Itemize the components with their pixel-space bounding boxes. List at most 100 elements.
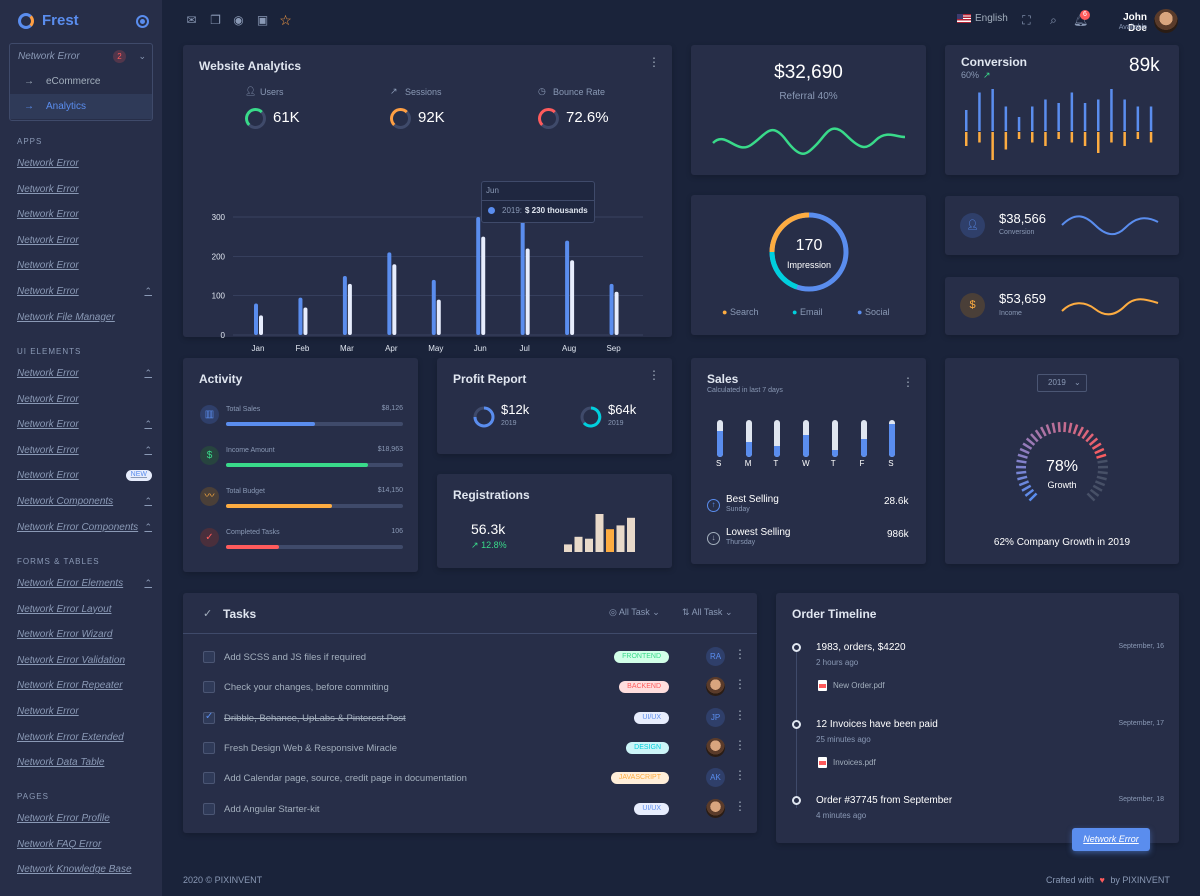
arrow-right-icon: → bbox=[24, 76, 34, 87]
sidebar-item[interactable]: Network Error ⌃ bbox=[17, 286, 152, 297]
task-checkbox[interactable] bbox=[203, 651, 215, 663]
task-checkbox[interactable] bbox=[203, 681, 215, 694]
sidebar-item-label: eCommerce bbox=[46, 76, 101, 87]
calendar-icon[interactable]: ▣ bbox=[256, 13, 269, 27]
star-icon[interactable]: ☆ bbox=[279, 12, 292, 28]
more-vertical-icon[interactable]: ⋮ bbox=[734, 707, 746, 722]
timeline-file[interactable]: Invoices.pdf bbox=[833, 757, 876, 767]
activity-progress-fill bbox=[226, 545, 280, 549]
sidebar-item[interactable]: Network Error NEW bbox=[17, 470, 152, 482]
stat-label: Sessions bbox=[405, 87, 442, 97]
sidebar-item[interactable]: Network File Manager bbox=[17, 312, 152, 323]
more-vertical-icon[interactable]: ⋮ bbox=[734, 798, 746, 813]
task-checkbox[interactable] bbox=[203, 802, 215, 815]
more-vertical-icon[interactable]: ⋮ bbox=[734, 647, 746, 661]
mail-icon[interactable]: ✉ bbox=[186, 13, 197, 27]
sidebar-item[interactable]: Network Error Wizard bbox=[17, 629, 152, 640]
card-title: Profit Report bbox=[453, 372, 527, 386]
menu-toggle-icon[interactable] bbox=[136, 15, 149, 28]
sidebar-item[interactable]: Network Error bbox=[17, 184, 152, 195]
language-selector[interactable]: English bbox=[957, 13, 1008, 24]
more-vertical-icon[interactable]: ⋮ bbox=[902, 375, 914, 389]
gauge-tick bbox=[1063, 422, 1067, 433]
brand[interactable]: Frest bbox=[18, 12, 79, 29]
activity-label: Total Budget bbox=[226, 488, 265, 495]
timeline-file[interactable]: New Order.pdf bbox=[833, 681, 885, 690]
registration-bar bbox=[616, 525, 625, 552]
sidebar-item[interactable]: Network Error ⌃ bbox=[17, 368, 152, 379]
topbar: ✉ ❐ ◉ ▣ ☆ English ⛶ ⌕ 🔔︎ 6 John Doe Avai… bbox=[163, 0, 1200, 42]
bar-2019 bbox=[520, 217, 525, 335]
gauge-tick bbox=[1034, 429, 1043, 440]
check-circle-icon[interactable]: ◉ bbox=[233, 13, 244, 27]
sidebar-item[interactable]: Network Error ⌃ bbox=[17, 445, 152, 456]
more-vertical-icon[interactable]: ⋮ bbox=[734, 737, 746, 752]
sidebar-item-label: Network Error Layout bbox=[17, 603, 112, 615]
growth-gauge bbox=[1015, 422, 1109, 502]
sidebar-item[interactable]: Network Data Table bbox=[17, 757, 152, 768]
sales-day-label: T bbox=[830, 459, 836, 468]
task-avatar[interactable]: RA bbox=[706, 647, 725, 666]
task-checkbox[interactable] bbox=[203, 772, 215, 785]
dashboard-badge: 2 bbox=[113, 50, 126, 63]
sidebar-item[interactable]: Network Error bbox=[17, 158, 152, 169]
user-name[interactable]: John Doe bbox=[1123, 12, 1147, 34]
timeline-dot bbox=[792, 719, 801, 729]
sidebar-item[interactable]: Network Error Profile bbox=[17, 813, 152, 824]
filter-label: All Task bbox=[691, 607, 723, 617]
task-avatar-photo[interactable] bbox=[706, 737, 725, 757]
sidebar-item[interactable]: Network Error Components ⌃ bbox=[17, 522, 152, 533]
year-dropdown[interactable]: 2019 ⌄ bbox=[1037, 374, 1087, 392]
sidebar-item[interactable]: Network Error Repeater bbox=[17, 680, 152, 691]
conversion-up-bar bbox=[1031, 106, 1034, 131]
sidebar-item-ecommerce[interactable]: → eCommerce bbox=[10, 69, 152, 94]
change-value: 12.8% bbox=[481, 540, 507, 550]
gauge-tick bbox=[1081, 429, 1090, 440]
more-vertical-icon[interactable]: ⋮ bbox=[734, 768, 746, 783]
sidebar-item[interactable]: Network Error ⌃ bbox=[17, 419, 152, 430]
profit-ring-b bbox=[580, 406, 602, 428]
sidebar-item[interactable]: Network Error bbox=[17, 394, 152, 405]
conversion-sparkline bbox=[1061, 215, 1159, 236]
conversion-down-bar bbox=[965, 132, 968, 146]
more-vertical-icon[interactable]: ⋮ bbox=[648, 368, 660, 382]
fullscreen-icon[interactable]: ⛶ bbox=[1022, 13, 1031, 27]
sidebar-item[interactable]: Network Error Layout bbox=[17, 604, 152, 615]
sidebar-item[interactable]: Network Error bbox=[17, 209, 152, 220]
activity-progress-fill bbox=[226, 422, 315, 426]
sidebar-item[interactable]: Network FAQ Error bbox=[17, 839, 152, 850]
registration-bar bbox=[595, 514, 604, 552]
sidebar-item[interactable]: Network Error Validation bbox=[17, 655, 152, 666]
sales-subtitle: Calculated in last 7 days bbox=[707, 387, 783, 394]
network-error-button[interactable]: Network Error bbox=[1072, 828, 1150, 851]
task-avatar-photo[interactable] bbox=[706, 677, 725, 697]
task-checkbox[interactable] bbox=[203, 741, 215, 754]
chat-icon[interactable]: ❐ bbox=[210, 13, 221, 27]
chevron-down-icon: ⌄ bbox=[724, 607, 733, 617]
sidebar-item-analytics[interactable]: → Analytics bbox=[10, 94, 152, 119]
user-avatar[interactable] bbox=[1154, 9, 1178, 33]
sidebar-item[interactable]: Network Error Elements ⌃ bbox=[17, 578, 152, 589]
sales-bar-track bbox=[717, 420, 723, 457]
conversion-down-bar bbox=[1097, 132, 1100, 153]
sidebar-item[interactable]: Network Components ⌃ bbox=[17, 496, 152, 507]
referral-card: $32,690 Referral 40% bbox=[691, 45, 926, 175]
task-filter-2[interactable]: ⇅ All Task ⌄ bbox=[682, 607, 732, 618]
task-avatar[interactable]: JP bbox=[706, 707, 725, 727]
task-filter-1[interactable]: ◎ All Task ⌄ bbox=[609, 607, 660, 618]
task-checkbox[interactable] bbox=[203, 711, 215, 724]
sidebar-item[interactable]: Network Error bbox=[17, 235, 152, 246]
referral-line-chart bbox=[712, 127, 906, 155]
sidebar-item[interactable]: Network Error Extended bbox=[17, 732, 152, 743]
sidebar-item[interactable]: Network Error bbox=[17, 260, 152, 271]
sidebar-item[interactable]: Network Error bbox=[17, 706, 152, 717]
task-avatar[interactable]: AK bbox=[706, 768, 725, 788]
sidebar-item-label: Network Error bbox=[17, 368, 79, 379]
search-icon[interactable]: ⌕ bbox=[1050, 13, 1057, 27]
more-vertical-icon[interactable]: ⋮ bbox=[734, 677, 746, 692]
task-avatar-photo[interactable] bbox=[706, 798, 725, 818]
sidebar-item[interactable]: Network Knowledge Base bbox=[17, 864, 152, 875]
sales-day-label: M bbox=[744, 459, 752, 468]
sidebar-item-dashboard[interactable]: Network Error 2 ⌄ bbox=[10, 44, 152, 69]
more-vertical-icon[interactable]: ⋮ bbox=[648, 55, 660, 69]
